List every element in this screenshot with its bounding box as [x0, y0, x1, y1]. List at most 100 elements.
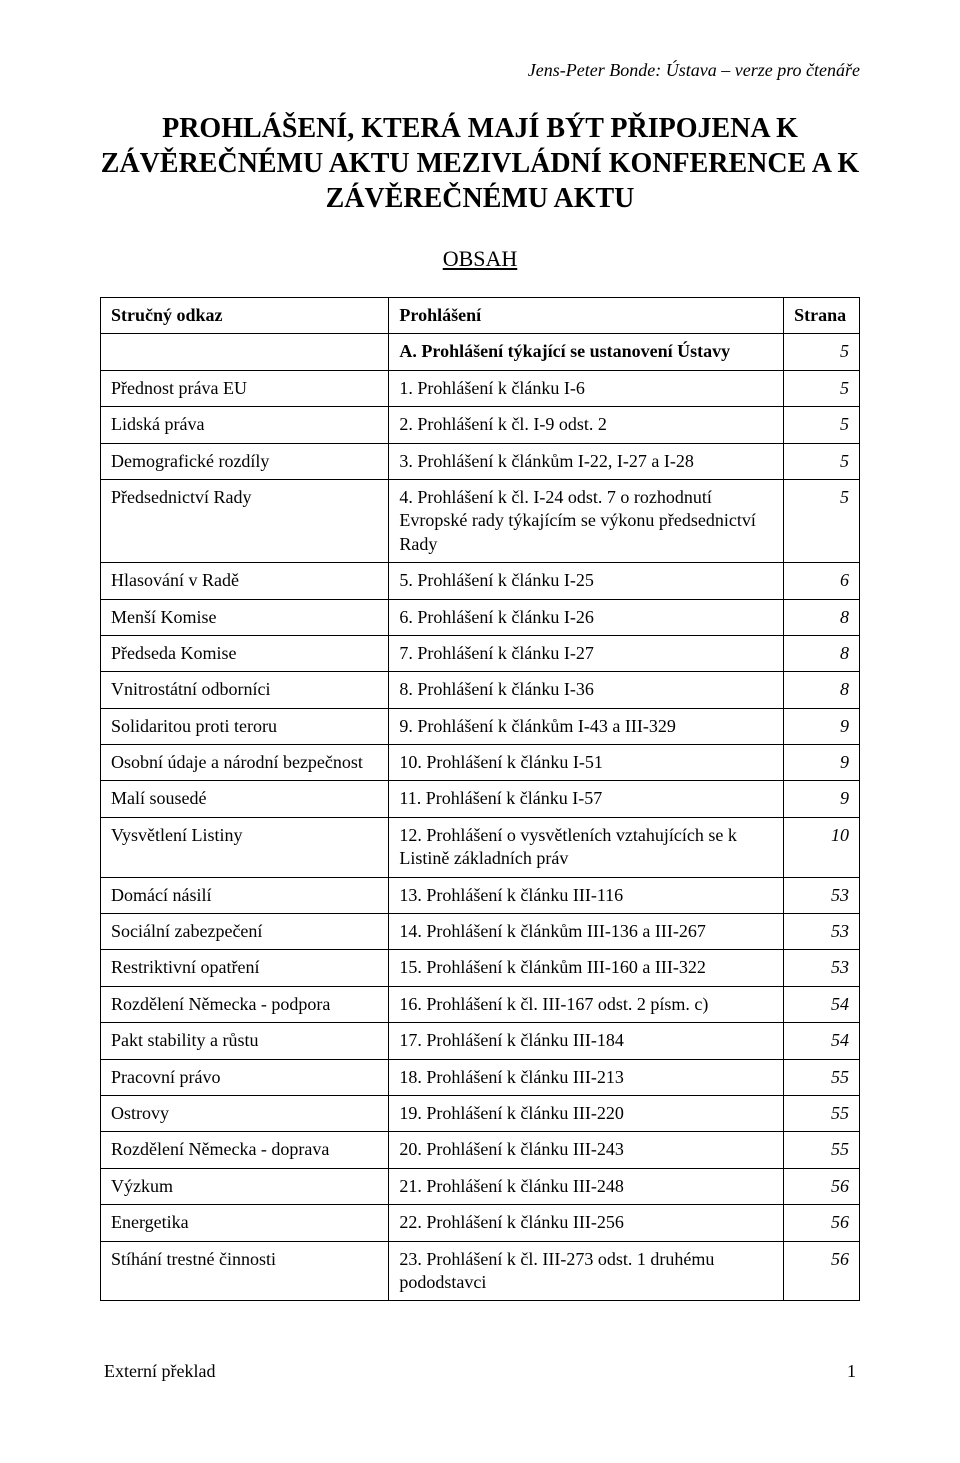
- cell-page: 53: [784, 877, 860, 913]
- cell-page: 56: [784, 1241, 860, 1301]
- cell-page: 55: [784, 1095, 860, 1131]
- cell-ref: Solidaritou proti teroru: [101, 708, 389, 744]
- cell-page: 53: [784, 914, 860, 950]
- table-row: Výzkum21. Prohlášení k článku III-24856: [101, 1168, 860, 1204]
- cell-ref: Rozdělení Německa - podpora: [101, 986, 389, 1022]
- cell-ref: Vysvětlení Listiny: [101, 817, 389, 877]
- cell-page: 10: [784, 817, 860, 877]
- cell-ref: Restriktivní opatření: [101, 950, 389, 986]
- table-row: Lidská práva2. Prohlášení k čl. I-9 odst…: [101, 407, 860, 443]
- table-row: Sociální zabezpečení14. Prohlášení k člá…: [101, 914, 860, 950]
- cell-desc: 10. Prohlášení k článku I-51: [389, 745, 784, 781]
- cell-desc: 14. Prohlášení k článkům III-136 a III-2…: [389, 914, 784, 950]
- cell-desc: 4. Prohlášení k čl. I-24 odst. 7 o rozho…: [389, 479, 784, 562]
- table-row: Přednost práva EU1. Prohlášení k článku …: [101, 370, 860, 406]
- cell-page: 5: [784, 334, 860, 370]
- cell-ref: Přednost práva EU: [101, 370, 389, 406]
- cell-page: 5: [784, 407, 860, 443]
- table-row: Předseda Komise7. Prohlášení k článku I-…: [101, 635, 860, 671]
- cell-page: 9: [784, 781, 860, 817]
- toc-col-page-header: Strana: [784, 298, 860, 334]
- table-row: A. Prohlášení týkající se ustanovení Úst…: [101, 334, 860, 370]
- cell-ref: Hlasování v Radě: [101, 563, 389, 599]
- cell-desc: 2. Prohlášení k čl. I-9 odst. 2: [389, 407, 784, 443]
- cell-page: 5: [784, 370, 860, 406]
- cell-page: 5: [784, 479, 860, 562]
- table-row: Ostrovy19. Prohlášení k článku III-22055: [101, 1095, 860, 1131]
- cell-page: 8: [784, 599, 860, 635]
- cell-ref: Domácí násilí: [101, 877, 389, 913]
- cell-ref: Energetika: [101, 1205, 389, 1241]
- subtitle: OBSAH: [100, 246, 860, 272]
- table-row: Pakt stability a růstu17. Prohlášení k č…: [101, 1023, 860, 1059]
- cell-page: 9: [784, 745, 860, 781]
- cell-desc: 21. Prohlášení k článku III-248: [389, 1168, 784, 1204]
- cell-ref: Předsednictví Rady: [101, 479, 389, 562]
- cell-page: 8: [784, 635, 860, 671]
- cell-ref: Menší Komise: [101, 599, 389, 635]
- cell-desc: 15. Prohlášení k článkům III-160 a III-3…: [389, 950, 784, 986]
- cell-desc: 23. Prohlášení k čl. III-273 odst. 1 dru…: [389, 1241, 784, 1301]
- cell-page: 9: [784, 708, 860, 744]
- cell-page: 53: [784, 950, 860, 986]
- cell-desc: 12. Prohlášení o vysvětleních vztahující…: [389, 817, 784, 877]
- table-row: Pracovní právo18. Prohlášení k článku II…: [101, 1059, 860, 1095]
- cell-desc: 13. Prohlášení k článku III-116: [389, 877, 784, 913]
- cell-page: 55: [784, 1059, 860, 1095]
- cell-page: 54: [784, 1023, 860, 1059]
- cell-page: 5: [784, 443, 860, 479]
- cell-desc: 16. Prohlášení k čl. III-167 odst. 2 pís…: [389, 986, 784, 1022]
- cell-ref: Demografické rozdíly: [101, 443, 389, 479]
- cell-desc: 7. Prohlášení k článku I-27: [389, 635, 784, 671]
- footer-left: Externí překlad: [104, 1361, 215, 1382]
- main-title: PROHLÁŠENÍ, KTERÁ MAJÍ BÝT PŘIPOJENA K Z…: [100, 111, 860, 216]
- cell-ref: Vnitrostátní odborníci: [101, 672, 389, 708]
- cell-desc: 1. Prohlášení k článku I-6: [389, 370, 784, 406]
- page-footer: Externí překlad 1: [100, 1361, 860, 1382]
- running-header: Jens-Peter Bonde: Ústava – verze pro čte…: [100, 60, 860, 81]
- cell-ref: [101, 334, 389, 370]
- cell-desc: 18. Prohlášení k článku III-213: [389, 1059, 784, 1095]
- table-row: Hlasování v Radě5. Prohlášení k článku I…: [101, 563, 860, 599]
- document-page: Jens-Peter Bonde: Ústava – verze pro čte…: [0, 0, 960, 1422]
- table-row: Vysvětlení Listiny12. Prohlášení o vysvě…: [101, 817, 860, 877]
- table-row: Menší Komise6. Prohlášení k článku I-268: [101, 599, 860, 635]
- cell-desc: 9. Prohlášení k článkům I-43 a III-329: [389, 708, 784, 744]
- cell-ref: Pracovní právo: [101, 1059, 389, 1095]
- cell-desc: 3. Prohlášení k článkům I-22, I-27 a I-2…: [389, 443, 784, 479]
- cell-ref: Sociální zabezpečení: [101, 914, 389, 950]
- cell-ref: Rozdělení Německa - doprava: [101, 1132, 389, 1168]
- cell-ref: Ostrovy: [101, 1095, 389, 1131]
- table-row: Demografické rozdíly3. Prohlášení k člán…: [101, 443, 860, 479]
- table-row: Rozdělení Německa - podpora16. Prohlášen…: [101, 986, 860, 1022]
- toc-col-desc-header: Prohlášení: [389, 298, 784, 334]
- cell-page: 54: [784, 986, 860, 1022]
- cell-desc: 20. Prohlášení k článku III-243: [389, 1132, 784, 1168]
- cell-ref: Lidská práva: [101, 407, 389, 443]
- cell-page: 56: [784, 1205, 860, 1241]
- table-row: Restriktivní opatření15. Prohlášení k čl…: [101, 950, 860, 986]
- cell-ref: Malí sousedé: [101, 781, 389, 817]
- cell-desc: A. Prohlášení týkající se ustanovení Úst…: [389, 334, 784, 370]
- cell-desc: 22. Prohlášení k článku III-256: [389, 1205, 784, 1241]
- table-row: Energetika22. Prohlášení k článku III-25…: [101, 1205, 860, 1241]
- cell-desc: 11. Prohlášení k článku I-57: [389, 781, 784, 817]
- table-row: Předsednictví Rady4. Prohlášení k čl. I-…: [101, 479, 860, 562]
- table-row: Stíhání trestné činnosti23. Prohlášení k…: [101, 1241, 860, 1301]
- cell-page: 6: [784, 563, 860, 599]
- table-row: Domácí násilí13. Prohlášení k článku III…: [101, 877, 860, 913]
- table-row: Rozdělení Německa - doprava20. Prohlášen…: [101, 1132, 860, 1168]
- toc-col-ref-header: Stručný odkaz: [101, 298, 389, 334]
- table-row: Osobní údaje a národní bezpečnost10. Pro…: [101, 745, 860, 781]
- cell-page: 56: [784, 1168, 860, 1204]
- cell-page: 55: [784, 1132, 860, 1168]
- toc-header-row: Stručný odkaz Prohlášení Strana: [101, 298, 860, 334]
- table-row: Solidaritou proti teroru9. Prohlášení k …: [101, 708, 860, 744]
- cell-desc: 8. Prohlášení k článku I-36: [389, 672, 784, 708]
- cell-desc: 6. Prohlášení k článku I-26: [389, 599, 784, 635]
- cell-ref: Výzkum: [101, 1168, 389, 1204]
- cell-desc: 17. Prohlášení k článku III-184: [389, 1023, 784, 1059]
- cell-desc: 19. Prohlášení k článku III-220: [389, 1095, 784, 1131]
- cell-ref: Pakt stability a růstu: [101, 1023, 389, 1059]
- table-row: Vnitrostátní odborníci8. Prohlášení k čl…: [101, 672, 860, 708]
